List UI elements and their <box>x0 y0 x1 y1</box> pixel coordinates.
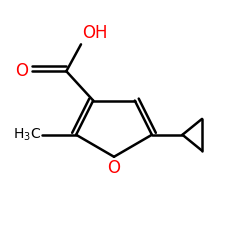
Text: H$_3$C: H$_3$C <box>12 126 41 143</box>
Text: O: O <box>15 62 28 80</box>
Text: O: O <box>108 159 120 177</box>
Text: OH: OH <box>82 24 108 42</box>
